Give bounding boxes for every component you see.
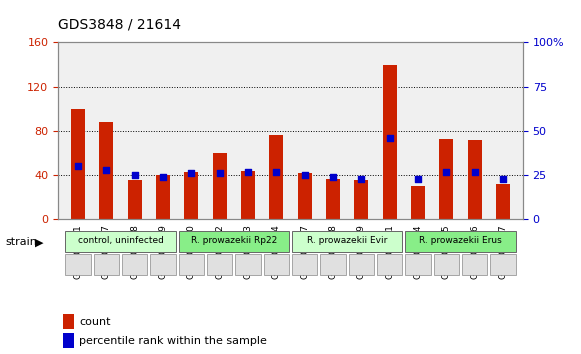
FancyBboxPatch shape bbox=[292, 254, 317, 275]
Point bbox=[414, 176, 423, 182]
Text: GDS3848 / 21614: GDS3848 / 21614 bbox=[58, 18, 181, 32]
Bar bbox=[269, 135, 284, 219]
Bar bbox=[71, 109, 85, 219]
FancyBboxPatch shape bbox=[94, 254, 119, 275]
Text: R. prowazekii Rp22: R. prowazekii Rp22 bbox=[191, 236, 277, 245]
Bar bbox=[354, 180, 368, 219]
FancyBboxPatch shape bbox=[65, 254, 91, 275]
Point bbox=[300, 172, 309, 178]
FancyBboxPatch shape bbox=[178, 231, 289, 252]
Point bbox=[102, 167, 111, 173]
Bar bbox=[63, 314, 74, 329]
Point bbox=[328, 174, 338, 180]
Bar bbox=[297, 173, 312, 219]
Point bbox=[385, 135, 394, 141]
Point bbox=[130, 172, 139, 178]
Bar bbox=[439, 139, 453, 219]
Text: percentile rank within the sample: percentile rank within the sample bbox=[79, 336, 267, 346]
Point bbox=[498, 176, 508, 182]
FancyBboxPatch shape bbox=[150, 254, 175, 275]
Point bbox=[470, 169, 479, 175]
FancyBboxPatch shape bbox=[235, 254, 261, 275]
FancyBboxPatch shape bbox=[349, 254, 374, 275]
Text: R. prowazekii Erus: R. prowazekii Erus bbox=[419, 236, 502, 245]
Bar bbox=[326, 178, 340, 219]
FancyBboxPatch shape bbox=[406, 254, 431, 275]
Bar bbox=[383, 65, 397, 219]
FancyBboxPatch shape bbox=[122, 254, 148, 275]
FancyBboxPatch shape bbox=[178, 254, 204, 275]
Bar bbox=[411, 186, 425, 219]
Text: count: count bbox=[79, 317, 110, 327]
Point bbox=[272, 169, 281, 175]
Text: control, uninfected: control, uninfected bbox=[77, 236, 163, 245]
FancyBboxPatch shape bbox=[433, 254, 459, 275]
FancyBboxPatch shape bbox=[320, 254, 346, 275]
Point bbox=[158, 174, 167, 180]
Point bbox=[187, 171, 196, 176]
FancyBboxPatch shape bbox=[65, 231, 175, 252]
FancyBboxPatch shape bbox=[377, 254, 403, 275]
Point bbox=[73, 164, 83, 169]
Text: strain: strain bbox=[6, 238, 38, 247]
Point bbox=[357, 176, 366, 182]
Bar bbox=[156, 175, 170, 219]
Bar bbox=[63, 333, 74, 348]
Bar bbox=[496, 184, 510, 219]
FancyBboxPatch shape bbox=[264, 254, 289, 275]
FancyBboxPatch shape bbox=[292, 231, 403, 252]
Bar bbox=[128, 180, 142, 219]
FancyBboxPatch shape bbox=[406, 231, 516, 252]
FancyBboxPatch shape bbox=[207, 254, 232, 275]
Bar bbox=[241, 171, 255, 219]
FancyBboxPatch shape bbox=[462, 254, 487, 275]
Text: ▶: ▶ bbox=[35, 238, 44, 247]
FancyBboxPatch shape bbox=[490, 254, 516, 275]
Point bbox=[243, 169, 253, 175]
Point bbox=[215, 171, 224, 176]
Bar bbox=[184, 172, 198, 219]
Bar bbox=[99, 122, 113, 219]
Bar bbox=[468, 140, 482, 219]
Bar bbox=[213, 153, 227, 219]
Text: R. prowazekii Evir: R. prowazekii Evir bbox=[307, 236, 388, 245]
Point bbox=[442, 169, 451, 175]
